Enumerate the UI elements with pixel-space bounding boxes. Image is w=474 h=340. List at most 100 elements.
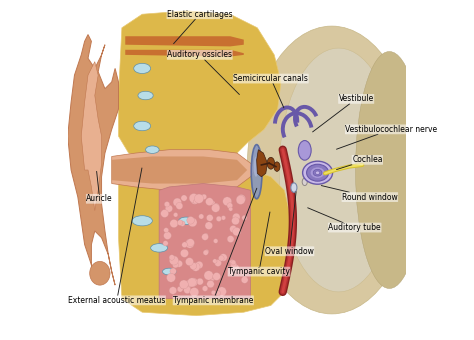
Circle shape [191,196,199,204]
Circle shape [187,278,196,287]
Ellipse shape [163,268,176,275]
Ellipse shape [251,144,262,199]
Text: Oval window: Oval window [265,192,314,256]
Circle shape [196,261,203,269]
Circle shape [229,270,234,275]
Circle shape [227,203,233,208]
Circle shape [229,259,235,265]
Circle shape [165,205,173,212]
Polygon shape [125,50,244,56]
Circle shape [230,261,237,268]
Circle shape [217,287,227,296]
Circle shape [164,228,169,233]
Ellipse shape [179,217,194,224]
Circle shape [181,195,187,201]
Circle shape [199,214,204,219]
Circle shape [211,204,220,212]
Circle shape [185,258,193,266]
Ellipse shape [298,140,311,160]
Circle shape [213,203,219,210]
Ellipse shape [313,169,322,176]
Text: Tympanic cavity: Tympanic cavity [228,212,290,276]
Circle shape [170,268,176,274]
Polygon shape [118,11,281,163]
Circle shape [216,291,220,295]
Ellipse shape [138,91,153,100]
Circle shape [185,239,194,248]
Circle shape [182,242,188,248]
Polygon shape [81,62,101,211]
Ellipse shape [134,63,151,73]
Polygon shape [159,184,251,299]
Circle shape [190,288,199,296]
Ellipse shape [315,171,320,174]
Text: Vestibulocochlear nerve: Vestibulocochlear nerve [337,125,438,149]
Ellipse shape [134,121,151,131]
Circle shape [179,280,188,289]
Ellipse shape [307,164,328,181]
Circle shape [213,273,220,280]
Circle shape [183,286,191,294]
Circle shape [215,259,221,267]
Polygon shape [256,150,267,177]
Circle shape [190,262,197,270]
Circle shape [221,216,226,220]
Circle shape [173,262,179,268]
Text: Auricle: Auricle [86,171,113,203]
Ellipse shape [302,178,307,186]
Circle shape [177,286,183,292]
Ellipse shape [310,167,325,178]
Text: Tympanic membrane: Tympanic membrane [173,188,257,305]
Circle shape [211,275,216,279]
Polygon shape [112,150,255,190]
Circle shape [173,212,178,217]
Circle shape [241,276,248,283]
Circle shape [236,268,240,272]
Text: External acoustic meatus: External acoustic meatus [68,168,165,305]
Circle shape [180,221,185,226]
Circle shape [213,259,217,263]
Ellipse shape [279,48,398,292]
Circle shape [205,250,209,254]
Circle shape [187,217,194,224]
Ellipse shape [267,157,274,169]
Circle shape [228,207,233,211]
Circle shape [210,276,215,281]
Circle shape [232,265,239,272]
Circle shape [201,194,207,200]
Polygon shape [118,167,291,316]
Circle shape [236,195,245,204]
Circle shape [231,260,236,265]
Text: Elastic cartilages: Elastic cartilages [167,10,233,44]
Circle shape [229,225,237,233]
Circle shape [181,249,189,257]
Circle shape [164,202,170,207]
Circle shape [191,263,200,271]
Circle shape [169,256,179,265]
Circle shape [219,254,227,261]
Circle shape [189,278,198,287]
Circle shape [207,280,214,288]
Circle shape [188,218,197,227]
Circle shape [227,236,234,242]
Ellipse shape [254,156,258,177]
Ellipse shape [302,161,333,184]
Circle shape [187,239,194,246]
Ellipse shape [90,261,110,285]
Polygon shape [112,156,247,184]
Text: Cochlea: Cochlea [337,155,383,170]
Ellipse shape [291,183,297,192]
Circle shape [232,217,239,225]
Circle shape [169,287,177,294]
Circle shape [233,227,241,236]
Circle shape [201,234,209,240]
Circle shape [173,198,182,206]
Circle shape [185,280,193,288]
Circle shape [193,199,198,204]
Ellipse shape [274,162,280,171]
Circle shape [211,290,216,295]
Circle shape [210,201,215,205]
Circle shape [194,194,204,203]
Circle shape [202,286,208,291]
Text: Vestibule: Vestibule [313,95,374,132]
